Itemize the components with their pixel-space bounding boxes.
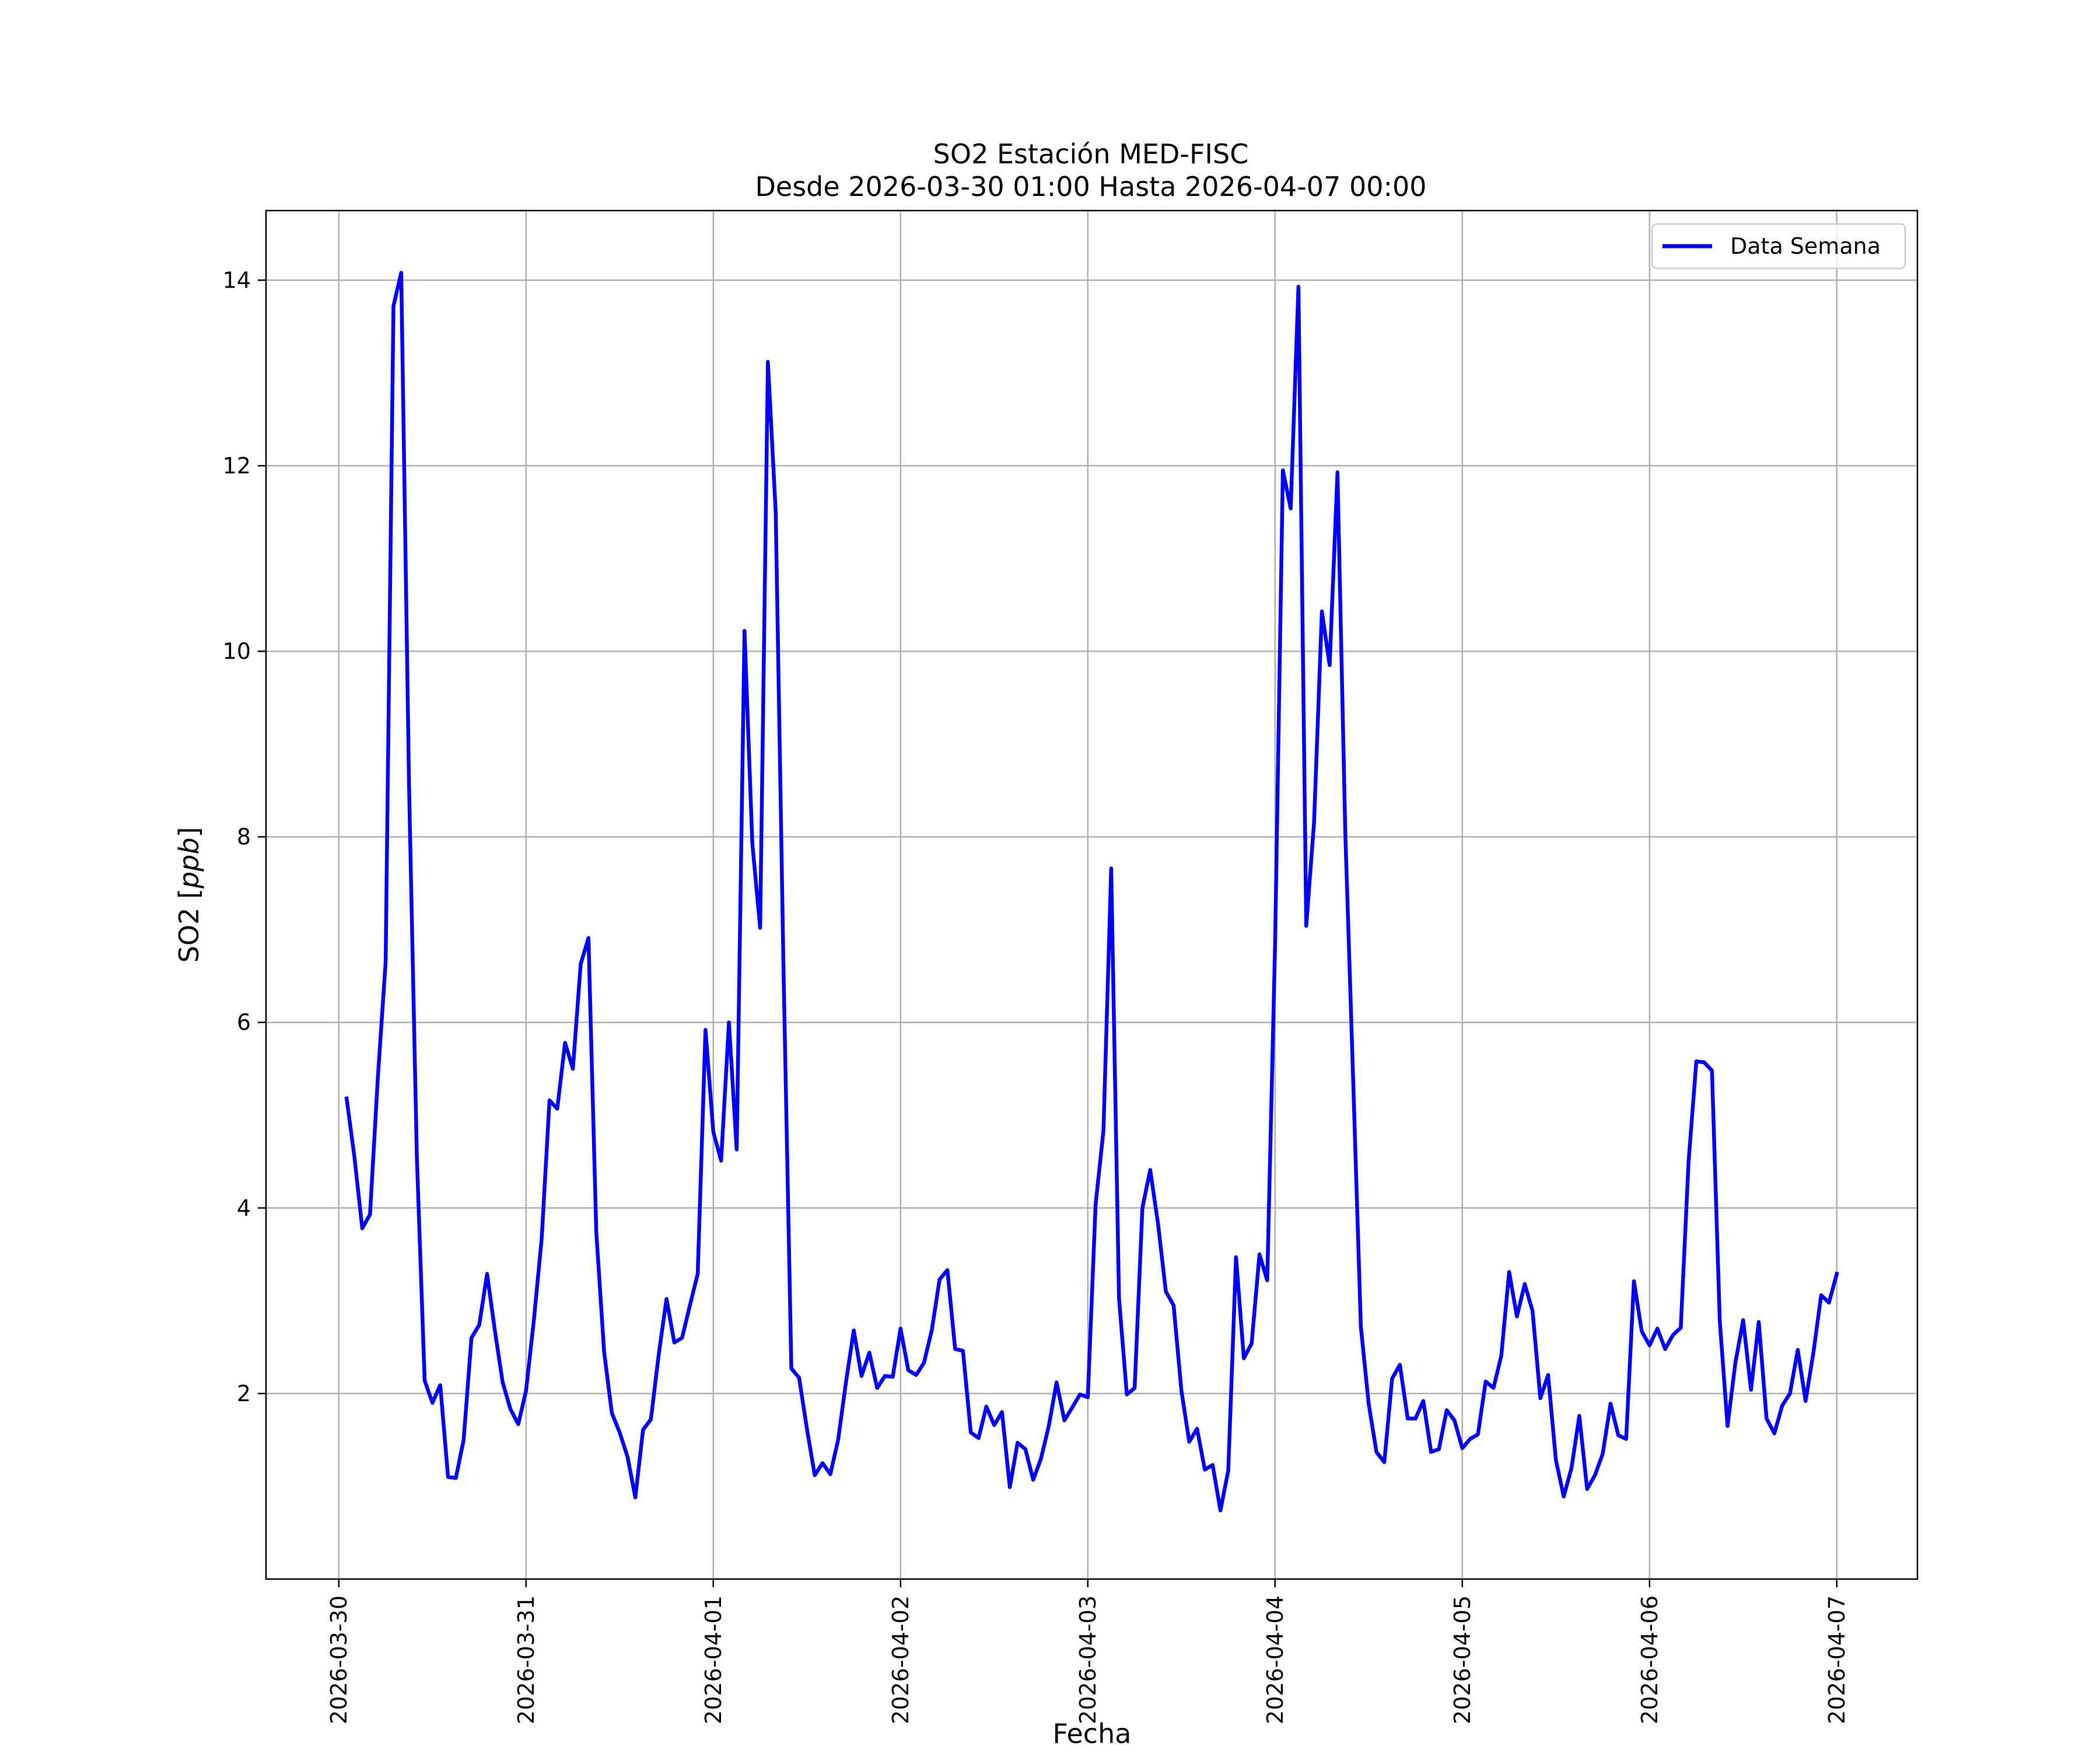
series-layer: [344, 271, 1839, 1513]
x-tick-label-0: 2026-03-30: [326, 1595, 352, 1724]
x-tick-label-4: 2026-04-03: [1075, 1595, 1101, 1724]
x-tick-label-7: 2026-04-06: [1637, 1595, 1662, 1724]
legend-entry-label: Data Semana: [1730, 233, 1881, 259]
x-tick-label-8: 2026-04-07: [1824, 1595, 1850, 1724]
y-tick-label-0: 2: [237, 1381, 251, 1406]
y-tick-label-4: 10: [223, 638, 251, 664]
y-grid-lines: [266, 279, 1917, 1395]
x-tick-label-5: 2026-04-04: [1262, 1595, 1288, 1724]
x-tick-label-2: 2026-04-01: [701, 1595, 726, 1724]
y-tick-label-3: 8: [237, 824, 251, 850]
y-axis-label-main: SO2 [: [173, 888, 205, 963]
series-line-0: [344, 271, 1839, 1513]
y-tick-label-6: 14: [223, 267, 251, 293]
y-tick-label-2: 6: [237, 1010, 251, 1035]
legend-box: [1651, 223, 1906, 270]
chart-subtitle: Desde 2026-03-30 01:00 Hasta 2026-04-07 …: [755, 171, 1426, 202]
y-axis-label-close: ]: [173, 827, 205, 838]
y-axis-ticks: 2 4 6 8 10 12 14: [223, 267, 266, 1406]
x-axis-ticks: 2026-03-30 2026-03-31 2026-04-01 2026-04-02…: [326, 1579, 1850, 1724]
y-axis-label: SO2 [ppb]: [173, 827, 205, 963]
legend: Data Semana: [1651, 223, 1906, 270]
x-tick-label-3: 2026-04-02: [888, 1595, 914, 1724]
y-axis-label-unit: ppb: [173, 838, 205, 890]
y-tick-label-1: 4: [237, 1195, 251, 1221]
y-tick-label-5: 12: [223, 453, 251, 478]
chart-title: SO2 Estación MED-FISC: [933, 138, 1249, 170]
x-tick-label-6: 2026-04-05: [1450, 1595, 1475, 1724]
plot-area: [266, 211, 1917, 1579]
x-axis-label: Fecha: [1053, 1718, 1132, 1749]
plot-frame: [265, 209, 1919, 1580]
x-tick-label-1: 2026-03-31: [513, 1595, 539, 1724]
